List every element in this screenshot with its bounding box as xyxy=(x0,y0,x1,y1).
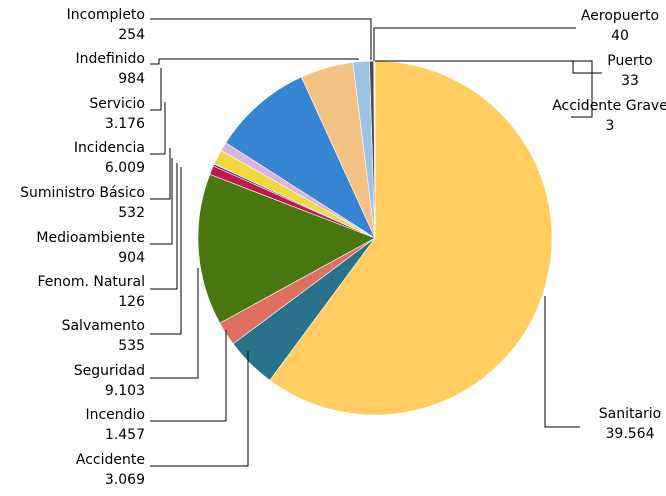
slice-value-incendio: 1.457 xyxy=(105,427,145,443)
leader-line-medioambiente xyxy=(150,158,172,244)
leader-line-suministro-basico xyxy=(150,148,170,199)
slice-value-incompleto: 254 xyxy=(118,27,145,43)
slice-value-accidente: 3.069 xyxy=(105,472,145,488)
slice-value-sanitario: 39.564 xyxy=(606,426,655,442)
slice-label-seguridad: Seguridad xyxy=(74,363,145,379)
leader-line-fenom-natural xyxy=(150,163,177,289)
slice-value-indefinido: 984 xyxy=(118,71,145,87)
slice-label-puerto: Puerto xyxy=(607,53,653,69)
leader-line-sanitario xyxy=(545,296,580,427)
slice-label-accidente-grave: Accidente Grave xyxy=(552,98,666,114)
slice-label-incidencia: Incidencia xyxy=(74,140,145,156)
leader-line-seguridad xyxy=(150,268,198,378)
slice-value-servicio: 3.176 xyxy=(105,116,145,132)
leader-line-incendio xyxy=(150,330,226,421)
slice-label-aeropuerto: Aeropuerto xyxy=(581,8,659,24)
leader-line-accidente xyxy=(150,351,248,466)
slice-value-medioambiente: 904 xyxy=(118,250,145,266)
slice-value-aeropuerto: 40 xyxy=(611,28,629,44)
slice-value-puerto: 33 xyxy=(621,73,639,89)
pie-slices xyxy=(198,61,552,415)
slice-label-accidente: Accidente xyxy=(76,452,145,468)
slice-value-incidencia: 6.009 xyxy=(105,160,145,176)
slice-value-salvamento: 535 xyxy=(118,338,145,354)
slice-label-sanitario: Sanitario xyxy=(599,406,662,422)
slice-value-suministro-basico: 532 xyxy=(118,205,145,221)
leader-line-salvamento xyxy=(150,167,181,334)
slice-label-fenom-natural: Fenom. Natural xyxy=(37,274,145,290)
slice-label-medioambiente: Medioambiente xyxy=(36,230,145,246)
slice-label-servicio: Servicio xyxy=(89,96,145,112)
slice-label-incompleto: Incompleto xyxy=(67,7,145,23)
slice-label-salvamento: Salvamento xyxy=(62,318,145,334)
leader-line-servicio xyxy=(150,68,161,110)
leader-line-indefinido xyxy=(150,59,358,64)
slice-label-suministro-basico: Suministro Básico xyxy=(20,185,145,201)
slice-label-incendio: Incendio xyxy=(85,407,145,423)
leader-line-incompleto xyxy=(150,19,371,60)
slice-value-accidente-grave: 3 xyxy=(606,118,615,134)
slice-value-fenom-natural: 126 xyxy=(118,294,145,310)
slice-label-indefinido: Indefinido xyxy=(75,51,145,67)
leader-line-aeropuerto xyxy=(374,28,576,61)
slice-value-seguridad: 9.103 xyxy=(105,383,145,399)
